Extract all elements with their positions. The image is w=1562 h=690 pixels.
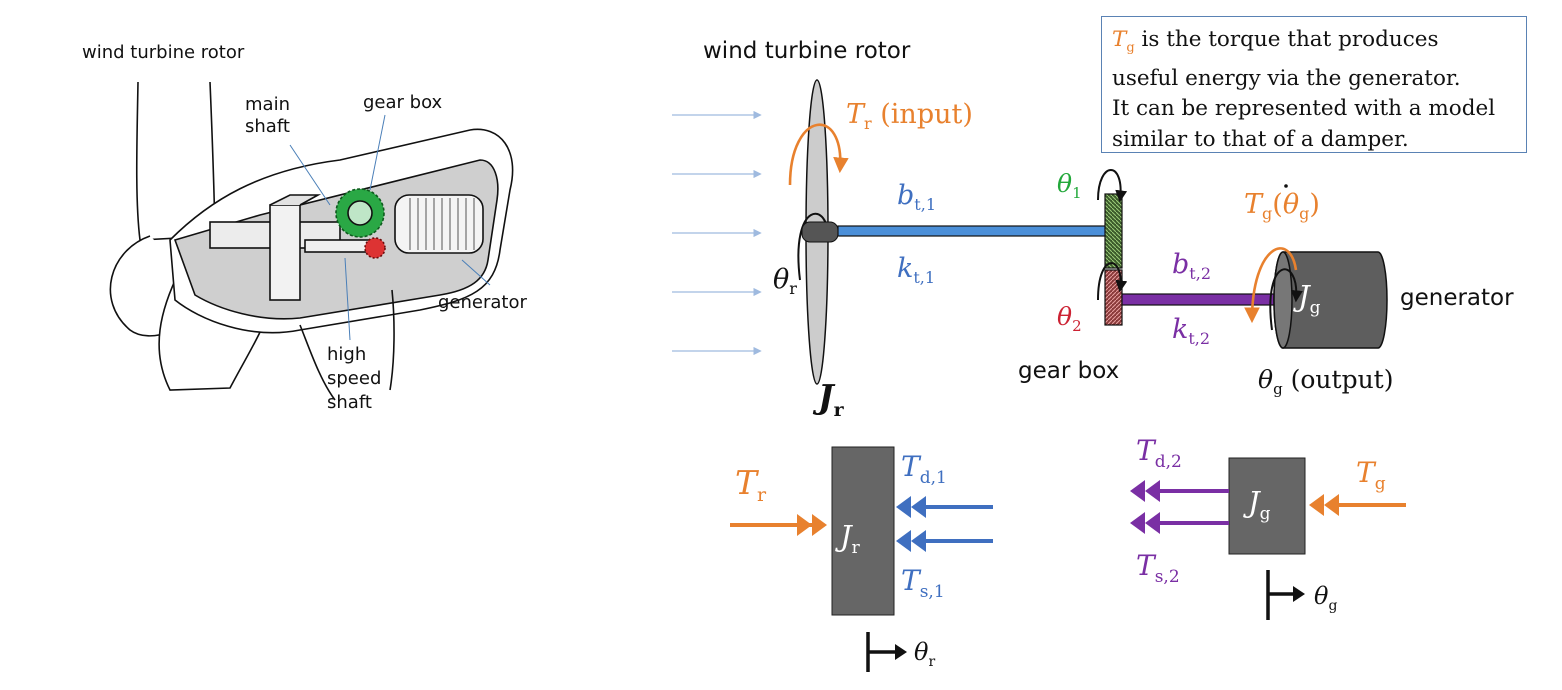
label-theta-r: θr [773,264,797,298]
fbd-rotor-Jr: Jr [835,519,861,558]
label-theta-g-output: θg (output) [1258,365,1393,398]
note-line-4: similar to that of a damper. [1112,126,1409,152]
label-kt2: kt,2 [1172,314,1210,348]
label-Tr-input: Tr (input) [846,99,973,133]
low-speed-shaft [837,225,1107,237]
fbd-generator-Td2-arrow [1130,480,1229,502]
label-gear-box: gear box [1018,358,1119,384]
label-theta1: θ1 [1057,169,1082,202]
fbd-rotor-block [831,446,895,616]
label-theta2: θ2 [1057,302,1082,335]
text-line: shaft [245,116,290,137]
nacelle-sketch [109,81,514,401]
theta2-arrow [1097,262,1128,301]
label-generator: generator [1400,285,1514,311]
gear-small [364,237,386,259]
text-line: high [327,344,366,365]
fbd-generator-block [1228,457,1306,555]
note-line-2: useful energy via the generator. [1112,65,1461,91]
text-line: main [245,94,290,115]
sketch-main-shaft-label: main shaft [245,94,290,137]
fbd-generator-Jg: Jg [1243,485,1271,524]
fbd-rotor-Td1-arrow [896,496,993,518]
torque-Tr-arrow [788,123,849,186]
sketch-rotor-label: wind turbine rotor [82,42,245,63]
note-Tg-symbol: Tg [1112,27,1135,56]
theta-g-arrow [1269,268,1303,331]
wind-arrows [672,110,762,356]
fbd-rotor-Ts1-label: Ts,1 [901,564,945,602]
fbd-rotor-theta-arrow [866,632,907,672]
text-line: speed [327,368,381,389]
fbd-generator-Ts2-arrow [1130,512,1229,534]
torque-Tg-arrow [1244,247,1298,324]
fbd-rotor-theta-label: θr [914,638,935,670]
gear-1 [1104,193,1123,269]
label-Jg-model: Jg [1293,279,1321,318]
text-line: shaft [327,392,372,413]
sketch-high-speed-shaft-label: high speed shaft [327,344,381,413]
label-bt2: bt,2 [1172,249,1211,283]
fbd-generator-Tg-arrow [1309,494,1406,516]
theta1-arrow [1097,169,1128,203]
note-box: Tg is the torque that produces useful en… [1101,16,1527,153]
gear-2 [1104,269,1123,326]
fbd-rotor-Tr-label: Tr [735,463,767,506]
label-kt1: kt,1 [897,253,935,287]
note-line-1: Tg is the torque that produces [1112,27,1439,56]
label-Tg-thetadot: Tg(θg) [1244,189,1320,223]
fbd-rotor-Td1-label: Td,1 [901,450,947,488]
rotor-hub [801,221,839,243]
label-bt1: bt,1 [897,180,936,214]
sketch-gear-box-label: gear box [363,92,443,113]
fbd-generator-theta-arrow [1266,570,1305,620]
fbd-rotor-Ts1-arrow [896,530,993,552]
note-line-3: It can be represented with a model [1112,96,1496,122]
fbd-generator-Tg-label: Tg [1356,456,1386,494]
fbd-generator-Ts2-label: Ts,2 [1136,549,1180,587]
fbd-generator-theta-label: θg [1314,582,1337,614]
model-rotor-label: wind turbine rotor [703,38,911,64]
fbd-generator-Td2-label: Td,2 [1136,434,1182,472]
generator-body [394,194,484,254]
sketch-generator-label: generator [438,292,527,313]
fbd-rotor-Tr-arrow [730,514,827,536]
high-speed-shaft-model [1121,293,1283,306]
theta-dot-mark [1284,184,1288,188]
